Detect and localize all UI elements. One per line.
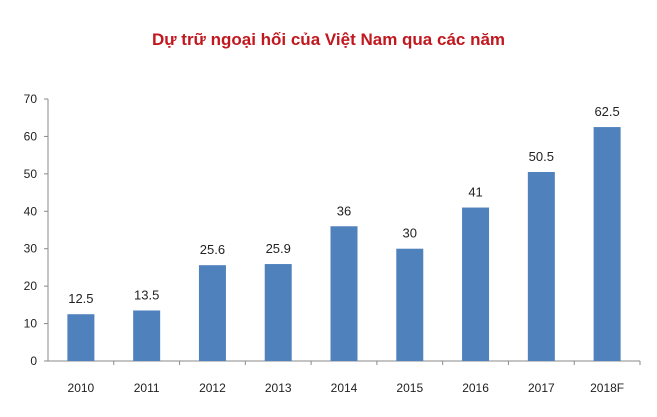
data-label: 50.5 — [529, 149, 554, 164]
x-tick-label: 2011 — [134, 381, 160, 395]
data-label: 62.5 — [594, 104, 619, 119]
bar — [396, 248, 424, 361]
bar — [198, 265, 226, 361]
x-tick-label: 2013 — [265, 381, 292, 395]
x-tick-label: 2015 — [396, 381, 423, 395]
x-tick-label: 2014 — [331, 381, 358, 395]
data-label: 25.6 — [200, 242, 225, 257]
data-label: 41 — [468, 185, 482, 200]
y-tick-label: 50 — [24, 167, 38, 181]
data-label: 12.5 — [68, 291, 93, 306]
y-tick-label: 20 — [24, 279, 38, 293]
x-tick-label: 2016 — [462, 381, 489, 395]
bar — [330, 226, 358, 361]
y-tick-label: 30 — [24, 242, 38, 256]
bar — [67, 314, 95, 361]
data-label: 13.5 — [134, 287, 159, 302]
y-tick-label: 70 — [24, 92, 38, 106]
x-tick-label: 2010 — [68, 381, 95, 395]
chart-title: Dự trữ ngoại hối của Việt Nam qua các nă… — [151, 30, 506, 49]
y-tick-label: 0 — [30, 354, 37, 368]
bar — [462, 207, 490, 361]
bar — [527, 171, 555, 361]
data-label: 36 — [337, 203, 351, 218]
y-tick-label: 40 — [24, 204, 38, 218]
bar — [264, 264, 292, 361]
data-label: 25.9 — [266, 241, 291, 256]
x-tick-label: 2017 — [528, 381, 555, 395]
x-tick-label: 2018F — [590, 381, 624, 395]
y-tick-label: 60 — [24, 129, 38, 143]
bar — [133, 310, 161, 361]
data-label: 30 — [403, 226, 417, 241]
y-tick-label: 10 — [24, 317, 38, 331]
bar — [593, 127, 621, 361]
x-tick-label: 2012 — [199, 381, 226, 395]
